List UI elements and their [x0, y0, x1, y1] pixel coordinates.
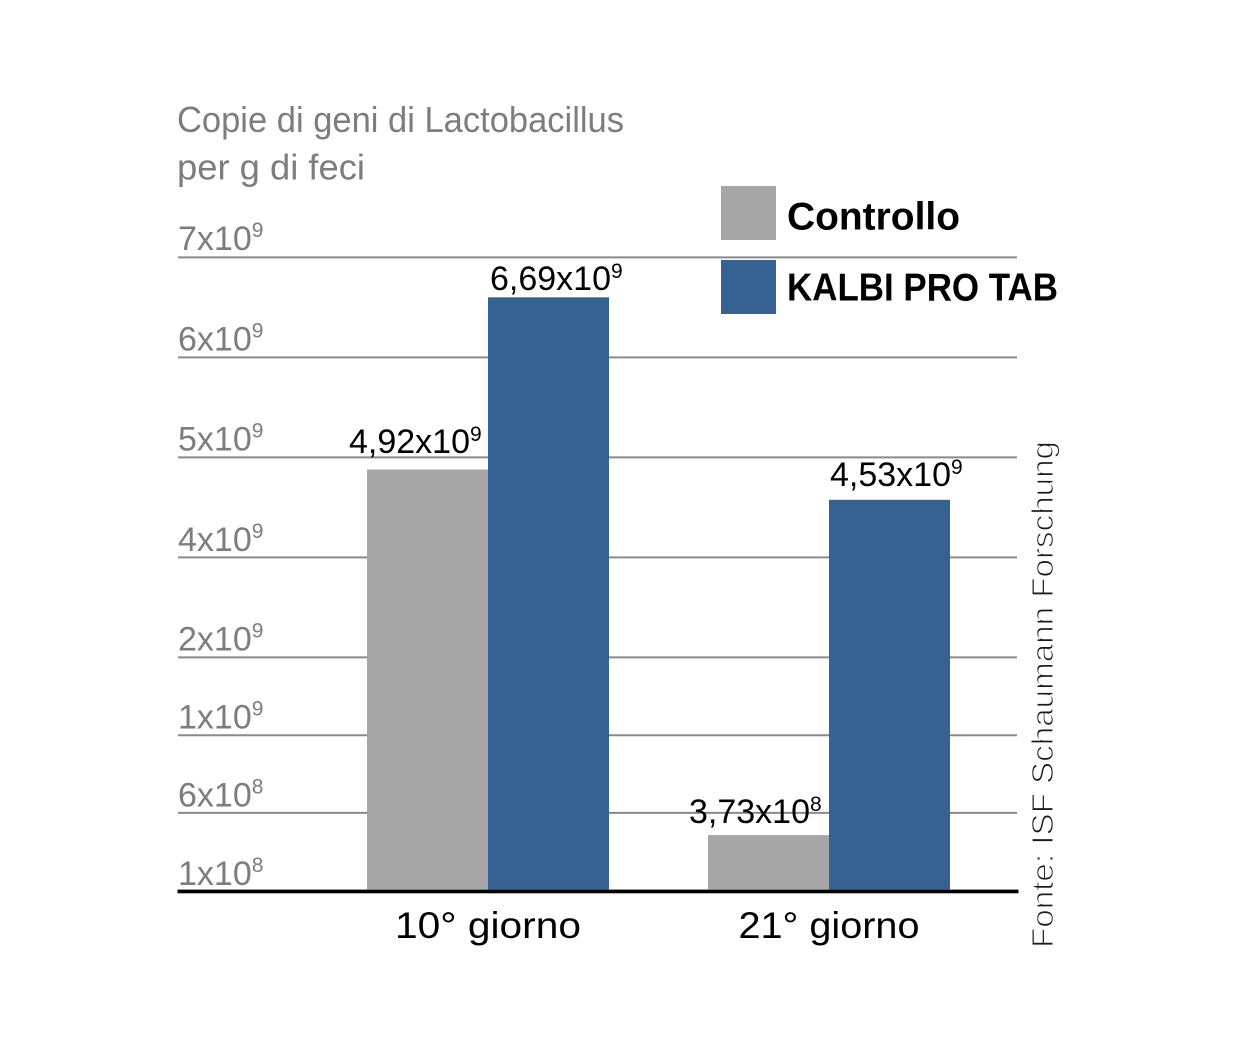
- svg-text:Controllo: Controllo: [787, 196, 960, 239]
- svg-text:KALBI PRO TAB: KALBI PRO TAB: [787, 267, 1058, 310]
- svg-text:21° giorno: 21° giorno: [739, 905, 920, 946]
- svg-text:Copie di geni di Lactobacillus: Copie di geni di Lactobacillus: [177, 99, 624, 140]
- svg-text:5x109: 5x109: [178, 420, 263, 459]
- svg-text:4x109: 4x109: [178, 520, 263, 559]
- svg-text:1x109: 1x109: [178, 698, 263, 737]
- svg-text:6x108: 6x108: [178, 775, 263, 814]
- svg-text:7x109: 7x109: [178, 219, 263, 258]
- svg-text:per g di feci: per g di feci: [177, 147, 365, 188]
- svg-text:4,53x109: 4,53x109: [830, 456, 963, 494]
- svg-text:10° giorno: 10° giorno: [395, 905, 581, 946]
- svg-text:6x109: 6x109: [178, 320, 263, 359]
- svg-text:2x109: 2x109: [178, 620, 263, 659]
- svg-text:Fonte: ISF Schaumann Forschung: Fonte: ISF Schaumann Forschung: [1025, 441, 1060, 948]
- svg-text:6,69x109: 6,69x109: [490, 260, 623, 298]
- svg-text:1x108: 1x108: [178, 854, 263, 893]
- svg-text:3,73x108: 3,73x108: [689, 793, 822, 831]
- svg-text:4,92x109: 4,92x109: [349, 423, 482, 461]
